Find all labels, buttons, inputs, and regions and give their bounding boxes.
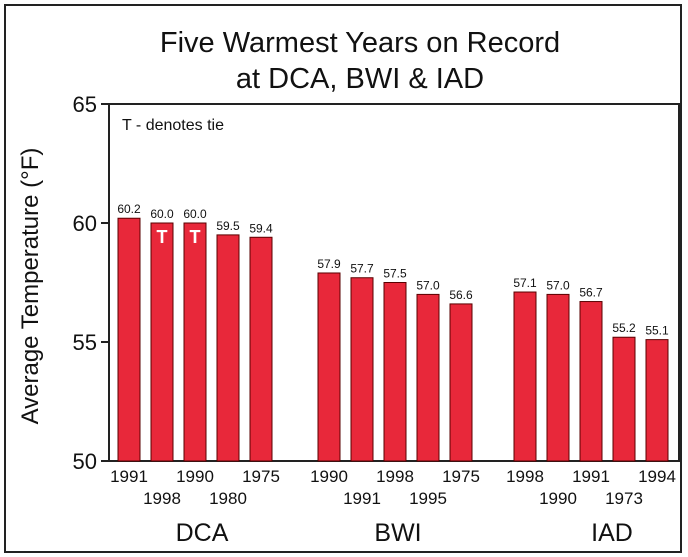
x-tick-label-year: 1990 xyxy=(176,467,214,486)
bar xyxy=(546,293,570,462)
group-label: BWI xyxy=(374,519,421,547)
y-axis-label: Average Temperature (°F) xyxy=(17,148,44,425)
chart-title-line-1: Five Warmest Years on Record xyxy=(160,27,560,59)
group-label: IAD xyxy=(591,519,633,547)
bar xyxy=(645,339,669,462)
x-tick-label-year: 1998 xyxy=(506,467,544,486)
y-tick-label: 55 xyxy=(73,330,97,355)
bar-value-label: 55.2 xyxy=(612,321,636,335)
bar xyxy=(513,291,537,462)
x-tick-label-year: 1998 xyxy=(143,489,181,508)
bar-value-label: 56.7 xyxy=(579,286,603,300)
tie-annotation: T - denotes tie xyxy=(122,117,224,134)
bar-value-label: 59.4 xyxy=(249,221,273,235)
bar xyxy=(216,234,240,462)
bar xyxy=(416,293,440,462)
bar-value-label: 56.6 xyxy=(449,288,473,302)
bar-value-label: 60.2 xyxy=(117,202,141,216)
bar xyxy=(117,217,141,462)
x-tick-label-year: 1980 xyxy=(209,489,247,508)
bar xyxy=(183,222,207,462)
x-tick-label-year: 1991 xyxy=(110,467,148,486)
y-tick-label: 60 xyxy=(73,211,97,236)
x-tick-label-year: 1994 xyxy=(638,467,676,486)
bar xyxy=(612,336,636,462)
y-tick-label: 50 xyxy=(73,449,97,474)
x-tick-label-year: 1975 xyxy=(442,467,480,486)
bar xyxy=(350,277,374,462)
bar-chart: Five Warmest Years on Record at DCA, BWI… xyxy=(17,27,680,547)
x-tick-label-year: 1975 xyxy=(242,467,280,486)
bar-value-label: 57.7 xyxy=(350,262,374,276)
tie-marker: T xyxy=(190,227,201,247)
group-label: DCA xyxy=(176,519,229,547)
bar-value-label: 57.0 xyxy=(546,278,570,292)
x-tick-label-year: 1990 xyxy=(310,467,348,486)
bar xyxy=(249,236,273,462)
bar xyxy=(150,222,174,462)
bar xyxy=(383,282,407,462)
bar-value-label: 57.0 xyxy=(416,278,440,292)
bar-value-label: 57.1 xyxy=(513,276,537,290)
x-tick-label-year: 1998 xyxy=(376,467,414,486)
chart-title-line-2: at DCA, BWI & IAD xyxy=(236,63,484,95)
x-tick-label-year: 1991 xyxy=(343,489,381,508)
tie-marker: T xyxy=(157,227,168,247)
bar xyxy=(579,301,603,462)
y-tick-label: 65 xyxy=(73,92,97,117)
bar-value-label: 57.5 xyxy=(383,267,407,281)
bar-value-label: 59.5 xyxy=(216,219,240,233)
bar xyxy=(449,303,473,462)
x-tick-label-year: 1991 xyxy=(572,467,610,486)
bar-value-label: 60.0 xyxy=(183,207,207,221)
bar-value-label: 57.9 xyxy=(317,257,341,271)
bar-value-label: 60.0 xyxy=(150,207,174,221)
x-tick-label-year: 1973 xyxy=(605,489,643,508)
bar-value-label: 55.1 xyxy=(645,324,669,338)
x-tick-label-year: 1995 xyxy=(409,489,447,508)
x-tick-label-year: 1990 xyxy=(539,489,577,508)
chart-frame: Five Warmest Years on Record at DCA, BWI… xyxy=(4,4,682,553)
bar xyxy=(317,272,341,462)
